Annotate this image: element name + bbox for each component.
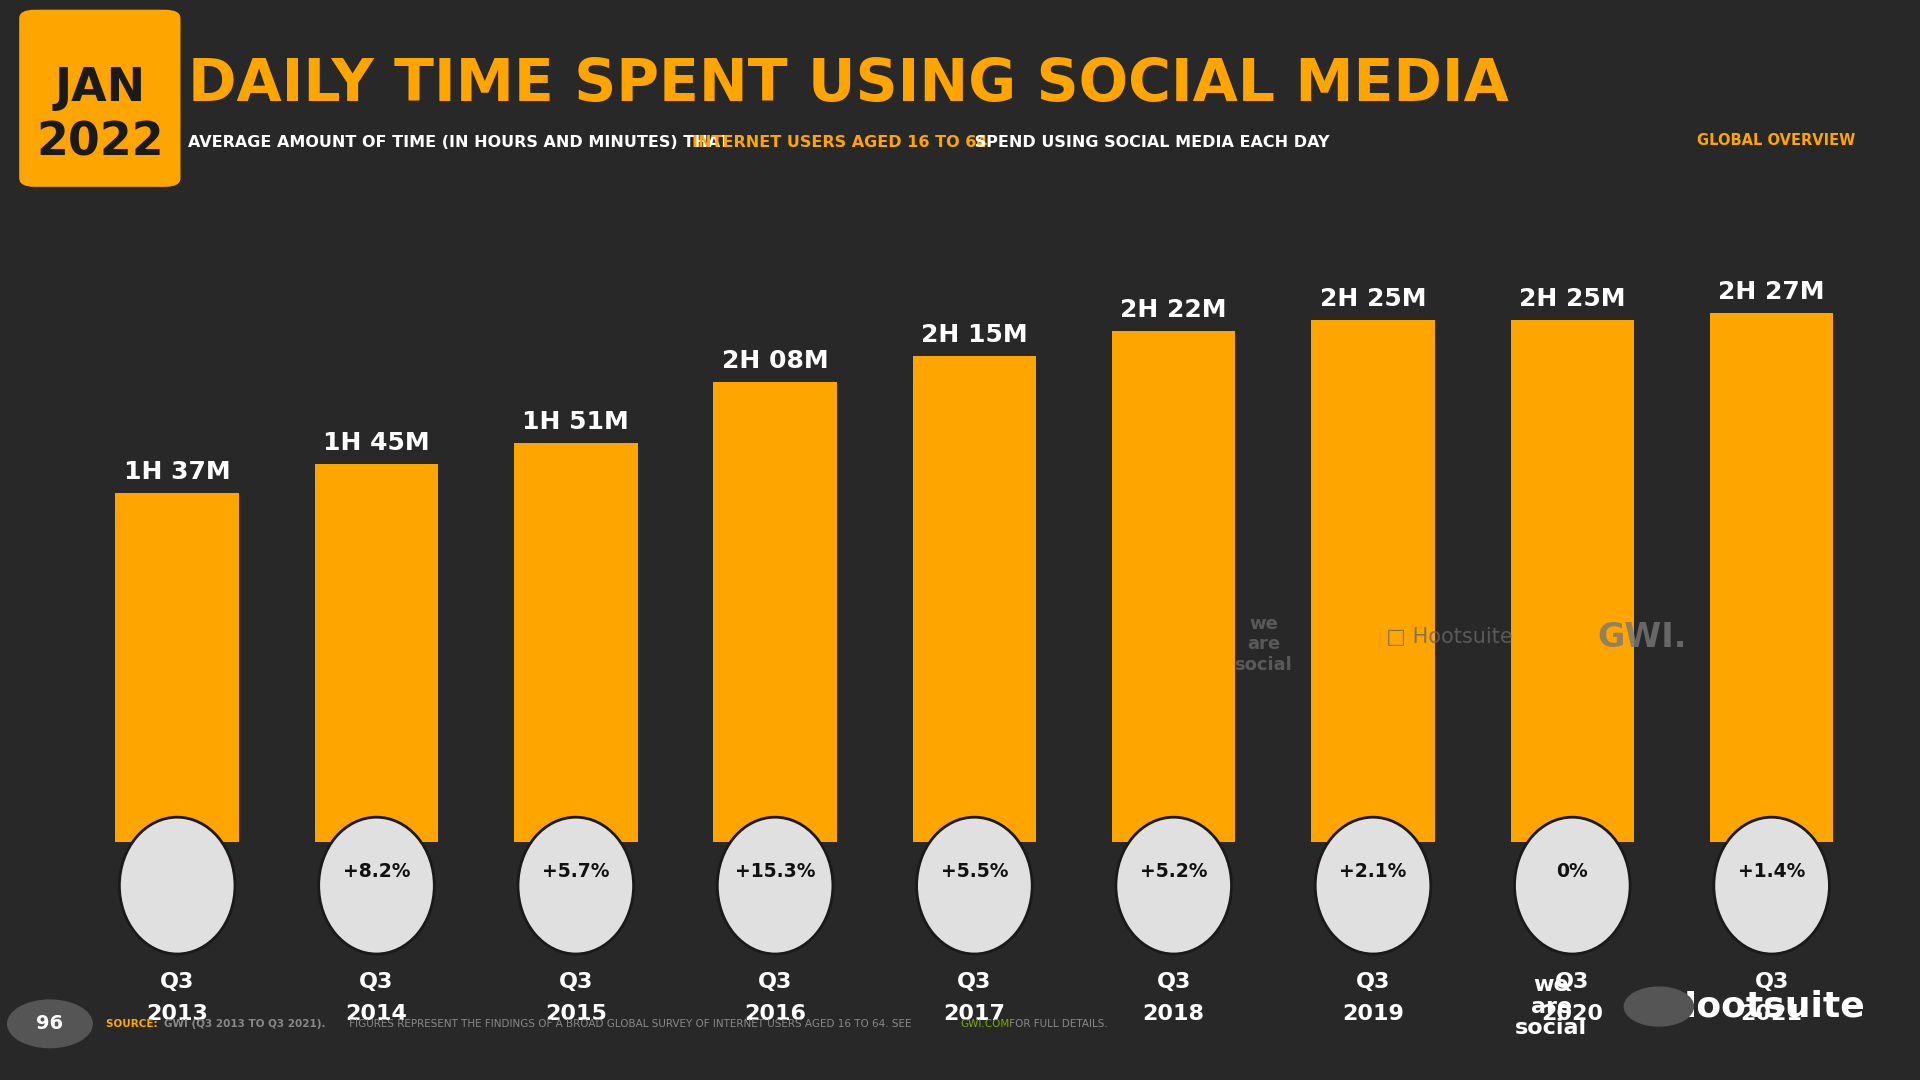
- Text: Q3: Q3: [958, 972, 991, 993]
- Text: 2014: 2014: [346, 1004, 407, 1025]
- Bar: [714, 381, 837, 842]
- Text: GWI.COM: GWI.COM: [960, 1018, 1010, 1029]
- Text: +5.5%: +5.5%: [941, 862, 1008, 880]
- Text: Hootsuite: Hootsuite: [1667, 989, 1866, 1024]
- Text: 2021: 2021: [1741, 1004, 1803, 1025]
- Text: we
are
social: we are social: [1235, 615, 1292, 674]
- Text: Q3: Q3: [1356, 972, 1390, 993]
- Text: we
are
social: we are social: [1515, 975, 1588, 1038]
- Bar: [1511, 321, 1634, 842]
- Text: GWI.: GWI.: [1597, 621, 1688, 653]
- Text: +2.1%: +2.1%: [1340, 862, 1407, 880]
- Bar: [1112, 332, 1235, 842]
- Text: INTERNET USERS AGED 16 TO 64: INTERNET USERS AGED 16 TO 64: [693, 135, 989, 150]
- Text: +5.7%: +5.7%: [541, 862, 609, 880]
- Text: 2018: 2018: [1142, 1004, 1204, 1025]
- Ellipse shape: [718, 818, 833, 954]
- Text: 1H 37M: 1H 37M: [125, 460, 230, 484]
- Text: +5.2%: +5.2%: [1140, 862, 1208, 880]
- Text: GWI (Q3 2013 TO Q3 2021).: GWI (Q3 2013 TO Q3 2021).: [163, 1018, 326, 1029]
- Text: 1H 51M: 1H 51M: [522, 409, 630, 434]
- Text: 2019: 2019: [1342, 1004, 1404, 1025]
- Text: 1H 45M: 1H 45M: [323, 431, 430, 456]
- Bar: [315, 464, 438, 842]
- Text: SPEND USING SOCIAL MEDIA EACH DAY: SPEND USING SOCIAL MEDIA EACH DAY: [970, 135, 1331, 150]
- Text: +15.3%: +15.3%: [735, 862, 816, 880]
- Ellipse shape: [518, 818, 634, 954]
- Bar: [912, 356, 1037, 842]
- Text: 2H 22M: 2H 22M: [1121, 298, 1227, 322]
- Text: Q3: Q3: [758, 972, 793, 993]
- Text: Q3: Q3: [1755, 972, 1789, 993]
- Text: SOURCE:: SOURCE:: [106, 1018, 161, 1029]
- Text: 2016: 2016: [745, 1004, 806, 1025]
- Ellipse shape: [1515, 818, 1630, 954]
- Text: 0%: 0%: [1557, 862, 1588, 880]
- Ellipse shape: [916, 818, 1033, 954]
- Text: Q3: Q3: [1156, 972, 1190, 993]
- Text: +8.2%: +8.2%: [344, 862, 411, 880]
- Text: AVERAGE AMOUNT OF TIME (IN HOURS AND MINUTES) THAT: AVERAGE AMOUNT OF TIME (IN HOURS AND MIN…: [188, 135, 735, 150]
- Text: FOR FULL DETAILS.: FOR FULL DETAILS.: [1006, 1018, 1108, 1029]
- Text: +1.4%: +1.4%: [1738, 862, 1805, 880]
- Ellipse shape: [1715, 818, 1830, 954]
- Text: Q3: Q3: [359, 972, 394, 993]
- Bar: [115, 494, 238, 842]
- Ellipse shape: [1315, 818, 1430, 954]
- Text: FIGURES REPRESENT THE FINDINGS OF A BROAD GLOBAL SURVEY OF INTERNET USERS AGED 1: FIGURES REPRESENT THE FINDINGS OF A BROA…: [346, 1018, 916, 1029]
- Text: 2020: 2020: [1542, 1004, 1603, 1025]
- Text: 2H 25M: 2H 25M: [1519, 287, 1626, 311]
- Text: 2H 15M: 2H 15M: [922, 323, 1027, 348]
- Bar: [1311, 321, 1434, 842]
- Text: GLOBAL OVERVIEW: GLOBAL OVERVIEW: [1697, 133, 1855, 148]
- Text: 2H 25M: 2H 25M: [1319, 287, 1427, 311]
- Text: Q3: Q3: [159, 972, 194, 993]
- Text: 2H 27M: 2H 27M: [1718, 280, 1824, 305]
- Bar: [515, 443, 637, 842]
- Ellipse shape: [119, 818, 234, 954]
- Text: 2022: 2022: [36, 120, 163, 165]
- Ellipse shape: [1116, 818, 1231, 954]
- Text: Q3: Q3: [1555, 972, 1590, 993]
- Text: 2013: 2013: [146, 1004, 207, 1025]
- Text: 2017: 2017: [943, 1004, 1006, 1025]
- Text: DAILY TIME SPENT USING SOCIAL MEDIA: DAILY TIME SPENT USING SOCIAL MEDIA: [188, 56, 1509, 112]
- Text: □ Hootsuite: □ Hootsuite: [1373, 627, 1513, 647]
- Bar: [1711, 313, 1834, 842]
- Ellipse shape: [319, 818, 434, 954]
- Text: JAN: JAN: [54, 66, 146, 111]
- Text: Q3: Q3: [559, 972, 593, 993]
- Text: 2H 08M: 2H 08M: [722, 349, 828, 373]
- Text: 2015: 2015: [545, 1004, 607, 1025]
- Text: 96: 96: [36, 1014, 63, 1034]
